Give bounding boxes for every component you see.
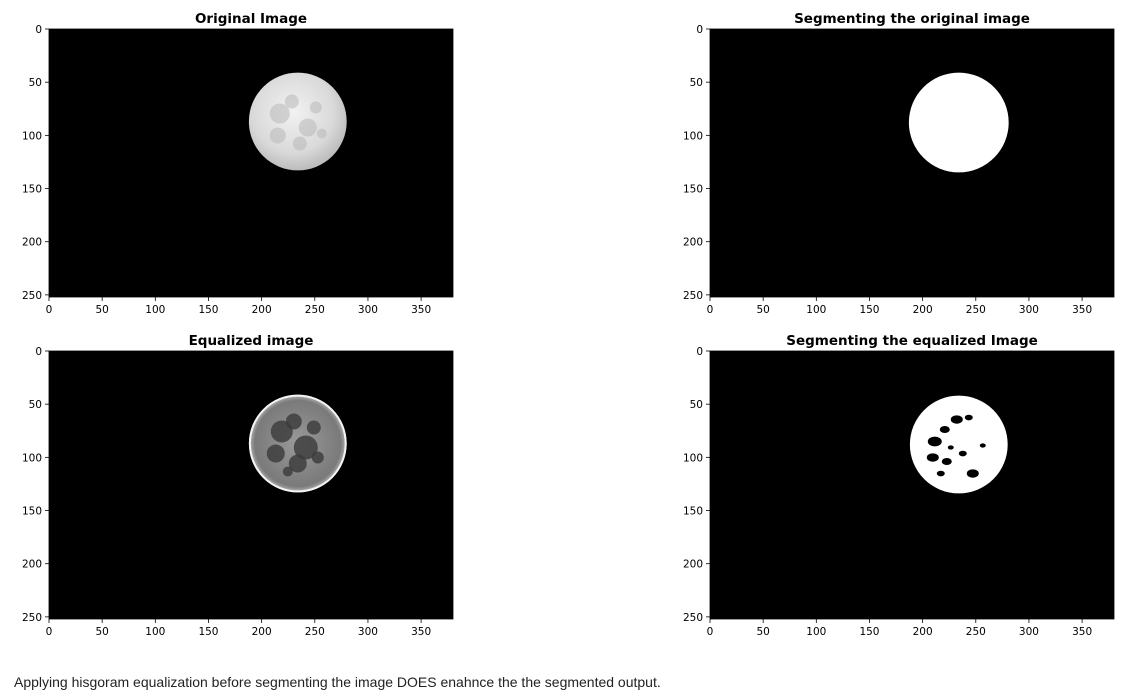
panel-segmenting-equalized: Segmenting the equalized Image 0 50 100 150 2…: [661, 322, 1131, 644]
moon-equalized-image: [49, 351, 453, 619]
x-tick-label: 250: [966, 304, 986, 316]
y-tick-label: 100: [683, 130, 703, 142]
x-tick-label: 300: [1019, 304, 1039, 316]
y-tick-label: 200: [22, 559, 42, 571]
x-tick-label: 200: [252, 626, 272, 638]
x-tick-label: 50: [756, 626, 769, 638]
y-tick-label: 0: [35, 346, 42, 358]
x-tick-label: 0: [46, 304, 53, 316]
x-tick-label: 0: [707, 626, 714, 638]
y-tick-label: 0: [35, 24, 42, 36]
x-tick-label: 250: [966, 626, 986, 638]
y-tick-label: 50: [29, 399, 42, 411]
panel-title: Segmenting the equalized Image: [786, 333, 1038, 349]
conclusion-text: Applying hisgoram equalization before se…: [14, 674, 661, 690]
axes-frame: [709, 350, 1115, 620]
x-tick-label: 350: [411, 626, 431, 638]
white-disc-mask-image: [710, 29, 1114, 297]
x-tick-label: 150: [859, 626, 879, 638]
y-tick-label: 150: [22, 184, 42, 196]
axes-frame: [48, 28, 454, 298]
x-tick-label: 350: [411, 304, 431, 316]
y-tick-label: 100: [22, 452, 42, 464]
x-tick-label: 50: [95, 304, 108, 316]
y-tick-label: 150: [22, 506, 42, 518]
x-tick-label: 200: [913, 304, 933, 316]
x-tick-label: 300: [358, 626, 378, 638]
x-tick-label: 50: [95, 626, 108, 638]
panel-title: Original Image: [195, 11, 307, 27]
y-tick-label: 250: [22, 612, 42, 624]
y-tick-label: 100: [22, 130, 42, 142]
y-tick-label: 250: [683, 612, 703, 624]
y-tick-label: 250: [22, 290, 42, 302]
axes-frame: [48, 350, 454, 620]
y-tick-label: 100: [683, 452, 703, 464]
x-tick-label: 150: [198, 304, 218, 316]
x-tick-label: 200: [913, 626, 933, 638]
x-tick-label: 100: [145, 626, 165, 638]
y-tick-label: 50: [29, 77, 42, 89]
axes-frame: [709, 28, 1115, 298]
y-tick-label: 0: [696, 24, 703, 36]
y-tick-label: 150: [683, 506, 703, 518]
x-tick-label: 250: [305, 304, 325, 316]
y-tick-label: 150: [683, 184, 703, 196]
y-tick-label: 0: [696, 346, 703, 358]
x-tick-label: 0: [46, 626, 53, 638]
x-tick-label: 300: [1019, 626, 1039, 638]
x-tick-label: 150: [198, 626, 218, 638]
panel-original-image: Original Image 0 50 100 150 200 250 300 350 0 50 10…: [0, 0, 470, 322]
y-tick-label: 200: [683, 559, 703, 571]
y-tick-label: 200: [683, 237, 703, 249]
y-tick-label: 250: [683, 290, 703, 302]
panel-title: Segmenting the original image: [794, 11, 1030, 27]
x-tick-label: 50: [756, 304, 769, 316]
x-tick-label: 200: [252, 304, 272, 316]
x-tick-label: 150: [859, 304, 879, 316]
x-tick-label: 100: [806, 626, 826, 638]
x-tick-label: 0: [707, 304, 714, 316]
y-tick-label: 200: [22, 237, 42, 249]
speckled-mask-image: [710, 351, 1114, 619]
panel-segmenting-original: Segmenting the original image 0 50 100 150 20…: [661, 0, 1131, 322]
x-tick-label: 300: [358, 304, 378, 316]
y-tick-label: 50: [690, 399, 703, 411]
y-tick-label: 50: [690, 77, 703, 89]
panel-title: Equalized image: [189, 333, 314, 349]
x-tick-label: 100: [806, 304, 826, 316]
moon-grayscale-image: [49, 29, 453, 297]
panel-equalized-image: Equalized image 0 50 100 150 200 250 300 350 0 50 1…: [0, 322, 470, 644]
x-tick-label: 350: [1072, 626, 1092, 638]
x-tick-label: 100: [145, 304, 165, 316]
x-tick-label: 250: [305, 626, 325, 638]
x-tick-label: 350: [1072, 304, 1092, 316]
